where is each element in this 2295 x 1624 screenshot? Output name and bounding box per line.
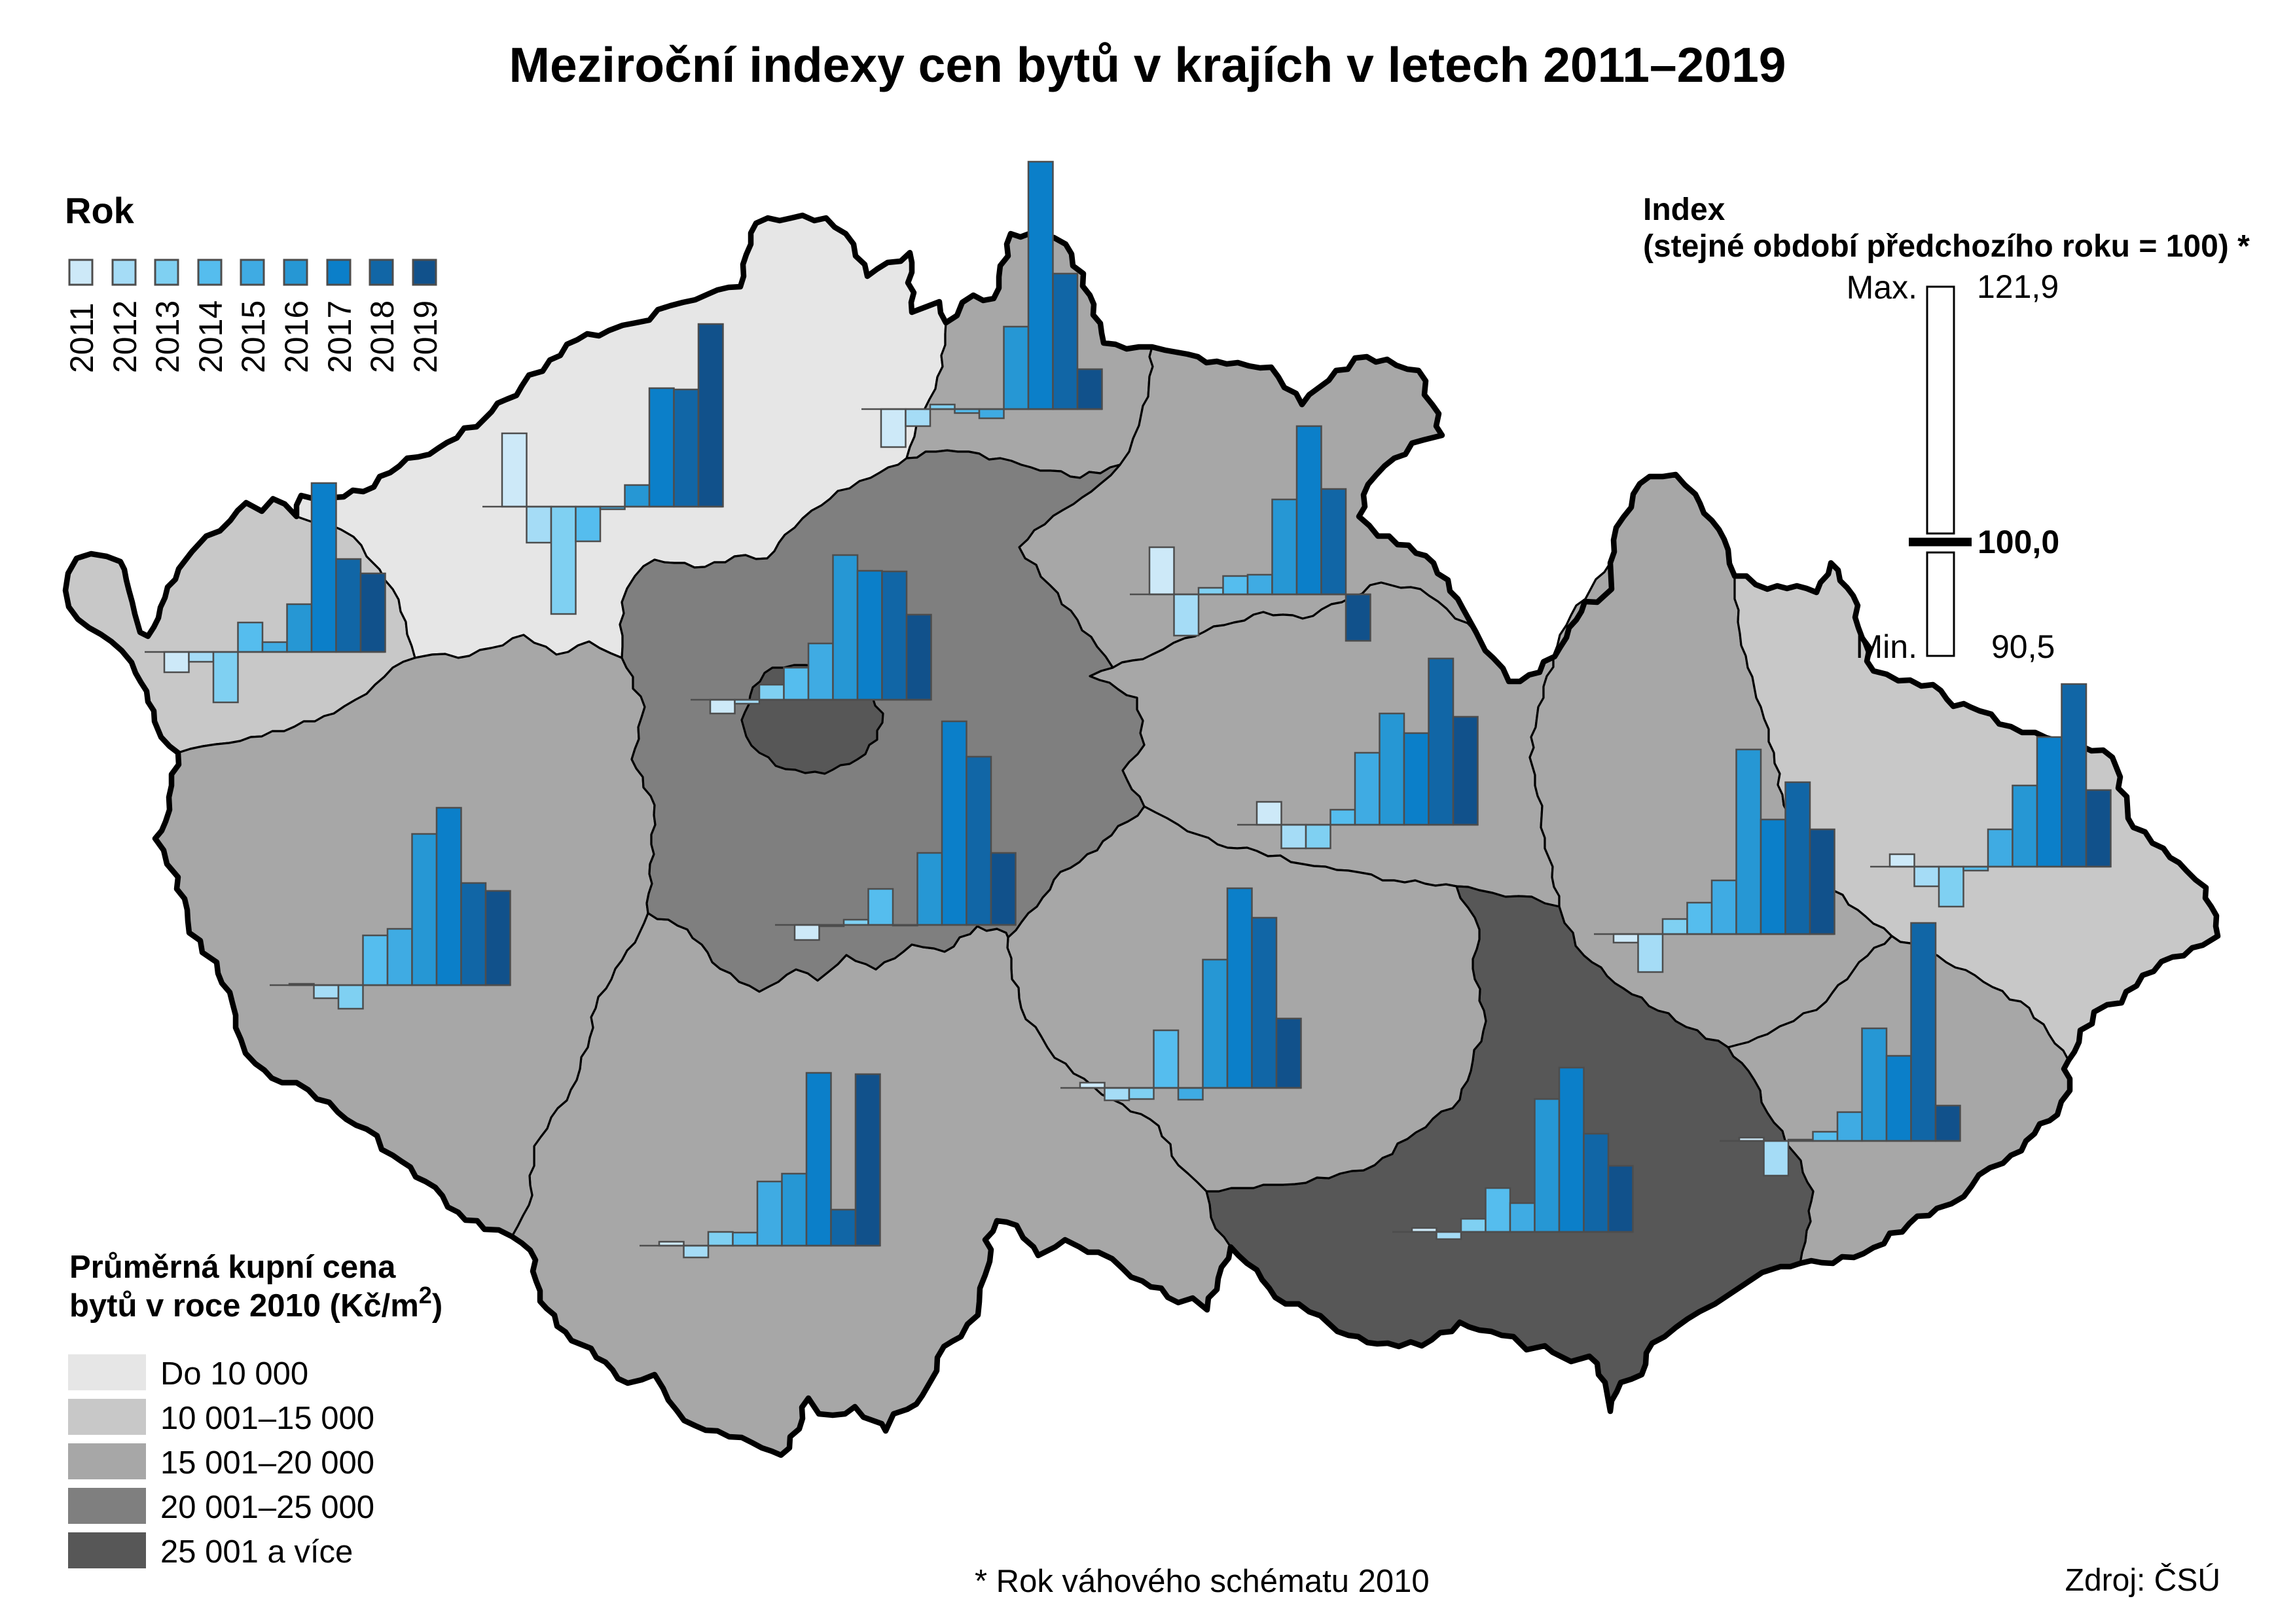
svg-text:Max.: Max.: [1847, 269, 1917, 306]
svg-text:2012: 2012: [107, 300, 143, 373]
svg-text:(stejné období předchozího rok: (stejné období předchozího roku = 100) *: [1643, 229, 2250, 264]
svg-text:2016: 2016: [278, 300, 315, 373]
svg-text:2014: 2014: [192, 300, 229, 373]
svg-text:2018: 2018: [364, 300, 401, 373]
svg-text:20 001–25 000: 20 001–25 000: [160, 1490, 374, 1525]
svg-text:25 001 a více: 25 001 a více: [160, 1534, 353, 1570]
svg-text:15 001–20 000: 15 001–20 000: [160, 1445, 374, 1481]
svg-text:Zdroj: ČSÚ: Zdroj: ČSÚ: [2065, 1562, 2220, 1598]
svg-text:2019: 2019: [407, 300, 444, 373]
svg-text:100,0: 100,0: [1978, 524, 2059, 560]
svg-text:Rok: Rok: [65, 190, 135, 231]
svg-text:Do 10 000: Do 10 000: [160, 1356, 308, 1392]
svg-text:121,9: 121,9: [1977, 268, 2059, 305]
svg-text:Index: Index: [1643, 192, 1726, 227]
svg-text:bytů v roce 2010 (Kč/m2): bytů v roce 2010 (Kč/m2): [69, 1282, 443, 1324]
svg-text:Průměrná kupní cena: Průměrná kupní cena: [69, 1250, 396, 1285]
svg-text:Min.: Min.: [1856, 628, 1917, 665]
svg-text:* Rok váhového schématu 2010: * Rok váhového schématu 2010: [975, 1564, 1430, 1599]
svg-text:90,5: 90,5: [1991, 628, 2055, 665]
svg-text:2015: 2015: [235, 300, 272, 373]
svg-text:2011: 2011: [63, 302, 100, 373]
svg-text:2017: 2017: [321, 300, 358, 373]
svg-text:2013: 2013: [149, 300, 186, 373]
svg-text:10 001–15 000: 10 001–15 000: [160, 1401, 374, 1436]
